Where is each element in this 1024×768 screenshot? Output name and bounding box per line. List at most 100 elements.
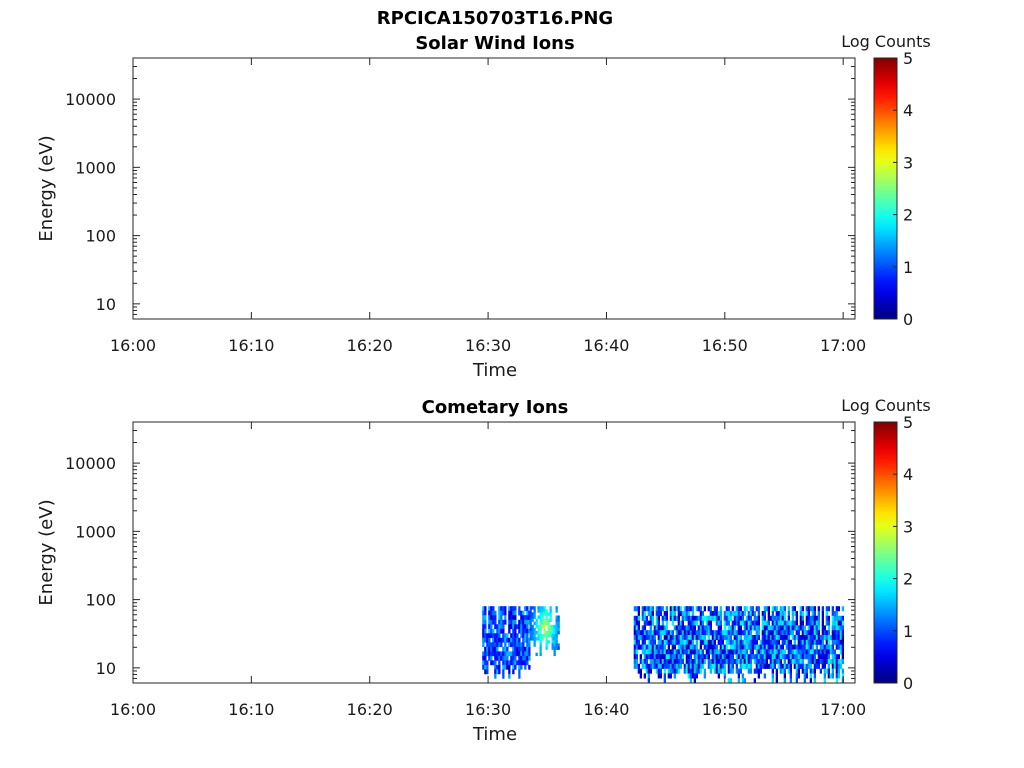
data-cell-1228 bbox=[763, 673, 766, 679]
data-cell-244 bbox=[522, 642, 525, 648]
data-cell-1017 bbox=[729, 654, 732, 660]
data-cell-823 bbox=[697, 606, 700, 612]
data-cell-211 bbox=[518, 606, 521, 611]
data-cell-1095 bbox=[741, 663, 744, 669]
data-cell-619 bbox=[663, 673, 666, 679]
data-cell-271 bbox=[526, 651, 529, 657]
data-cell-1593 bbox=[823, 659, 826, 665]
data-cell-1589 bbox=[823, 635, 826, 641]
data-cell-37 bbox=[488, 615, 491, 620]
data-cell-688 bbox=[675, 654, 678, 660]
data-cell-500 bbox=[645, 630, 648, 636]
data-cell-461 bbox=[637, 639, 640, 645]
data-cell-1153 bbox=[751, 635, 754, 641]
data-cell-403 bbox=[553, 637, 556, 641]
data-cell-1117 bbox=[745, 639, 748, 645]
data-cell-135 bbox=[504, 619, 507, 625]
data-cell-1699 bbox=[841, 639, 844, 645]
data-cell-901 bbox=[711, 611, 714, 617]
data-cell-1704 bbox=[841, 668, 844, 674]
data-cell-428 bbox=[557, 643, 560, 647]
data-cell-1427 bbox=[795, 678, 798, 684]
data-cell-530 bbox=[649, 649, 652, 655]
data-cell-65 bbox=[492, 637, 495, 643]
data-cell-1065 bbox=[737, 644, 740, 650]
data-cell-527 bbox=[649, 635, 652, 641]
data-cell-1424 bbox=[795, 663, 798, 669]
data-cell-1423 bbox=[795, 659, 798, 665]
data-cell-1102 bbox=[743, 630, 746, 636]
data-cell-1579 bbox=[821, 630, 824, 636]
data-cell-1691 bbox=[839, 659, 842, 665]
data-cell-405 bbox=[553, 643, 556, 647]
data-cell-1377 bbox=[787, 659, 790, 665]
data-cell-269 bbox=[526, 642, 529, 648]
data-cell-742 bbox=[685, 615, 688, 621]
data-cell-238 bbox=[522, 615, 525, 620]
data-cell-450 bbox=[635, 649, 638, 655]
data-cell-1502 bbox=[809, 606, 812, 612]
data-cell-655 bbox=[671, 606, 674, 612]
data-cell-1274 bbox=[771, 663, 774, 669]
data-cell-413 bbox=[555, 621, 558, 626]
data-cell-905 bbox=[711, 639, 714, 645]
data-cell-1047 bbox=[735, 620, 738, 626]
data-cell-735 bbox=[683, 639, 686, 645]
data-cell-606 bbox=[661, 663, 664, 669]
data-cell-553 bbox=[653, 654, 656, 660]
data-cell-1161 bbox=[753, 625, 756, 631]
data-cell-1349 bbox=[783, 635, 786, 641]
data-cell-290 bbox=[529, 624, 532, 629]
data-cell-556 bbox=[655, 606, 658, 612]
data-cell-627 bbox=[665, 635, 668, 641]
data-cell-466 bbox=[639, 635, 642, 641]
data-cell-665 bbox=[671, 659, 674, 665]
data-cell-1693 bbox=[841, 606, 844, 612]
data-cell-163 bbox=[508, 673, 511, 679]
data-cell-173 bbox=[510, 655, 513, 661]
colorbar-tick-label-5: 5 bbox=[903, 49, 913, 68]
data-cell-18 bbox=[484, 628, 487, 634]
data-cell-1107 bbox=[743, 654, 746, 660]
data-cell-687 bbox=[675, 649, 678, 655]
data-cell-1664 bbox=[835, 654, 838, 660]
data-cell-441 bbox=[633, 663, 636, 669]
data-cell-396 bbox=[551, 640, 554, 644]
data-cell-632 bbox=[665, 663, 668, 669]
data-cell-1374 bbox=[787, 644, 790, 650]
data-cell-1421 bbox=[795, 649, 798, 655]
data-cell-141 bbox=[504, 655, 507, 661]
data-cell-816 bbox=[695, 644, 698, 650]
data-cell-602 bbox=[661, 644, 664, 650]
data-cell-1001 bbox=[727, 635, 730, 641]
data-cell-822 bbox=[695, 673, 698, 679]
data-cell-902 bbox=[711, 615, 714, 621]
data-cell-1398 bbox=[791, 635, 794, 641]
data-cell-1073 bbox=[739, 611, 742, 617]
data-cell-1463 bbox=[801, 663, 804, 669]
data-cell-1245 bbox=[767, 630, 770, 636]
data-cell-1064 bbox=[737, 639, 740, 645]
data-cell-265 bbox=[526, 624, 529, 630]
data-cell-1640 bbox=[831, 659, 834, 665]
data-cell-1246 bbox=[767, 635, 770, 641]
data-cell-1530 bbox=[813, 606, 816, 612]
data-cell-1565 bbox=[817, 659, 820, 665]
data-cell-830 bbox=[697, 659, 700, 665]
data-cell-1439 bbox=[799, 606, 802, 612]
data-cell-792 bbox=[691, 649, 694, 655]
data-cell-158 bbox=[508, 642, 511, 648]
data-cell-389 bbox=[549, 631, 552, 635]
data-cell-494 bbox=[643, 659, 646, 665]
data-cell-572 bbox=[657, 625, 660, 631]
data-cell-943 bbox=[717, 654, 720, 660]
data-cell-1042 bbox=[733, 649, 736, 655]
data-cell-1509 bbox=[809, 644, 812, 650]
data-cell-72 bbox=[494, 619, 497, 625]
data-cell-1623 bbox=[827, 673, 830, 679]
data-cell-82 bbox=[494, 669, 497, 675]
data-cell-207 bbox=[516, 642, 519, 648]
data-cell-1505 bbox=[809, 625, 812, 631]
data-cell-1076 bbox=[739, 625, 742, 631]
data-cell-295 bbox=[531, 606, 534, 610]
